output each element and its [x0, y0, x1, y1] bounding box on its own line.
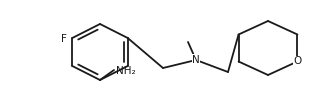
Text: NH₂: NH₂ — [116, 66, 135, 76]
Text: O: O — [293, 57, 301, 67]
Text: F: F — [61, 34, 67, 44]
Text: N: N — [192, 55, 200, 65]
